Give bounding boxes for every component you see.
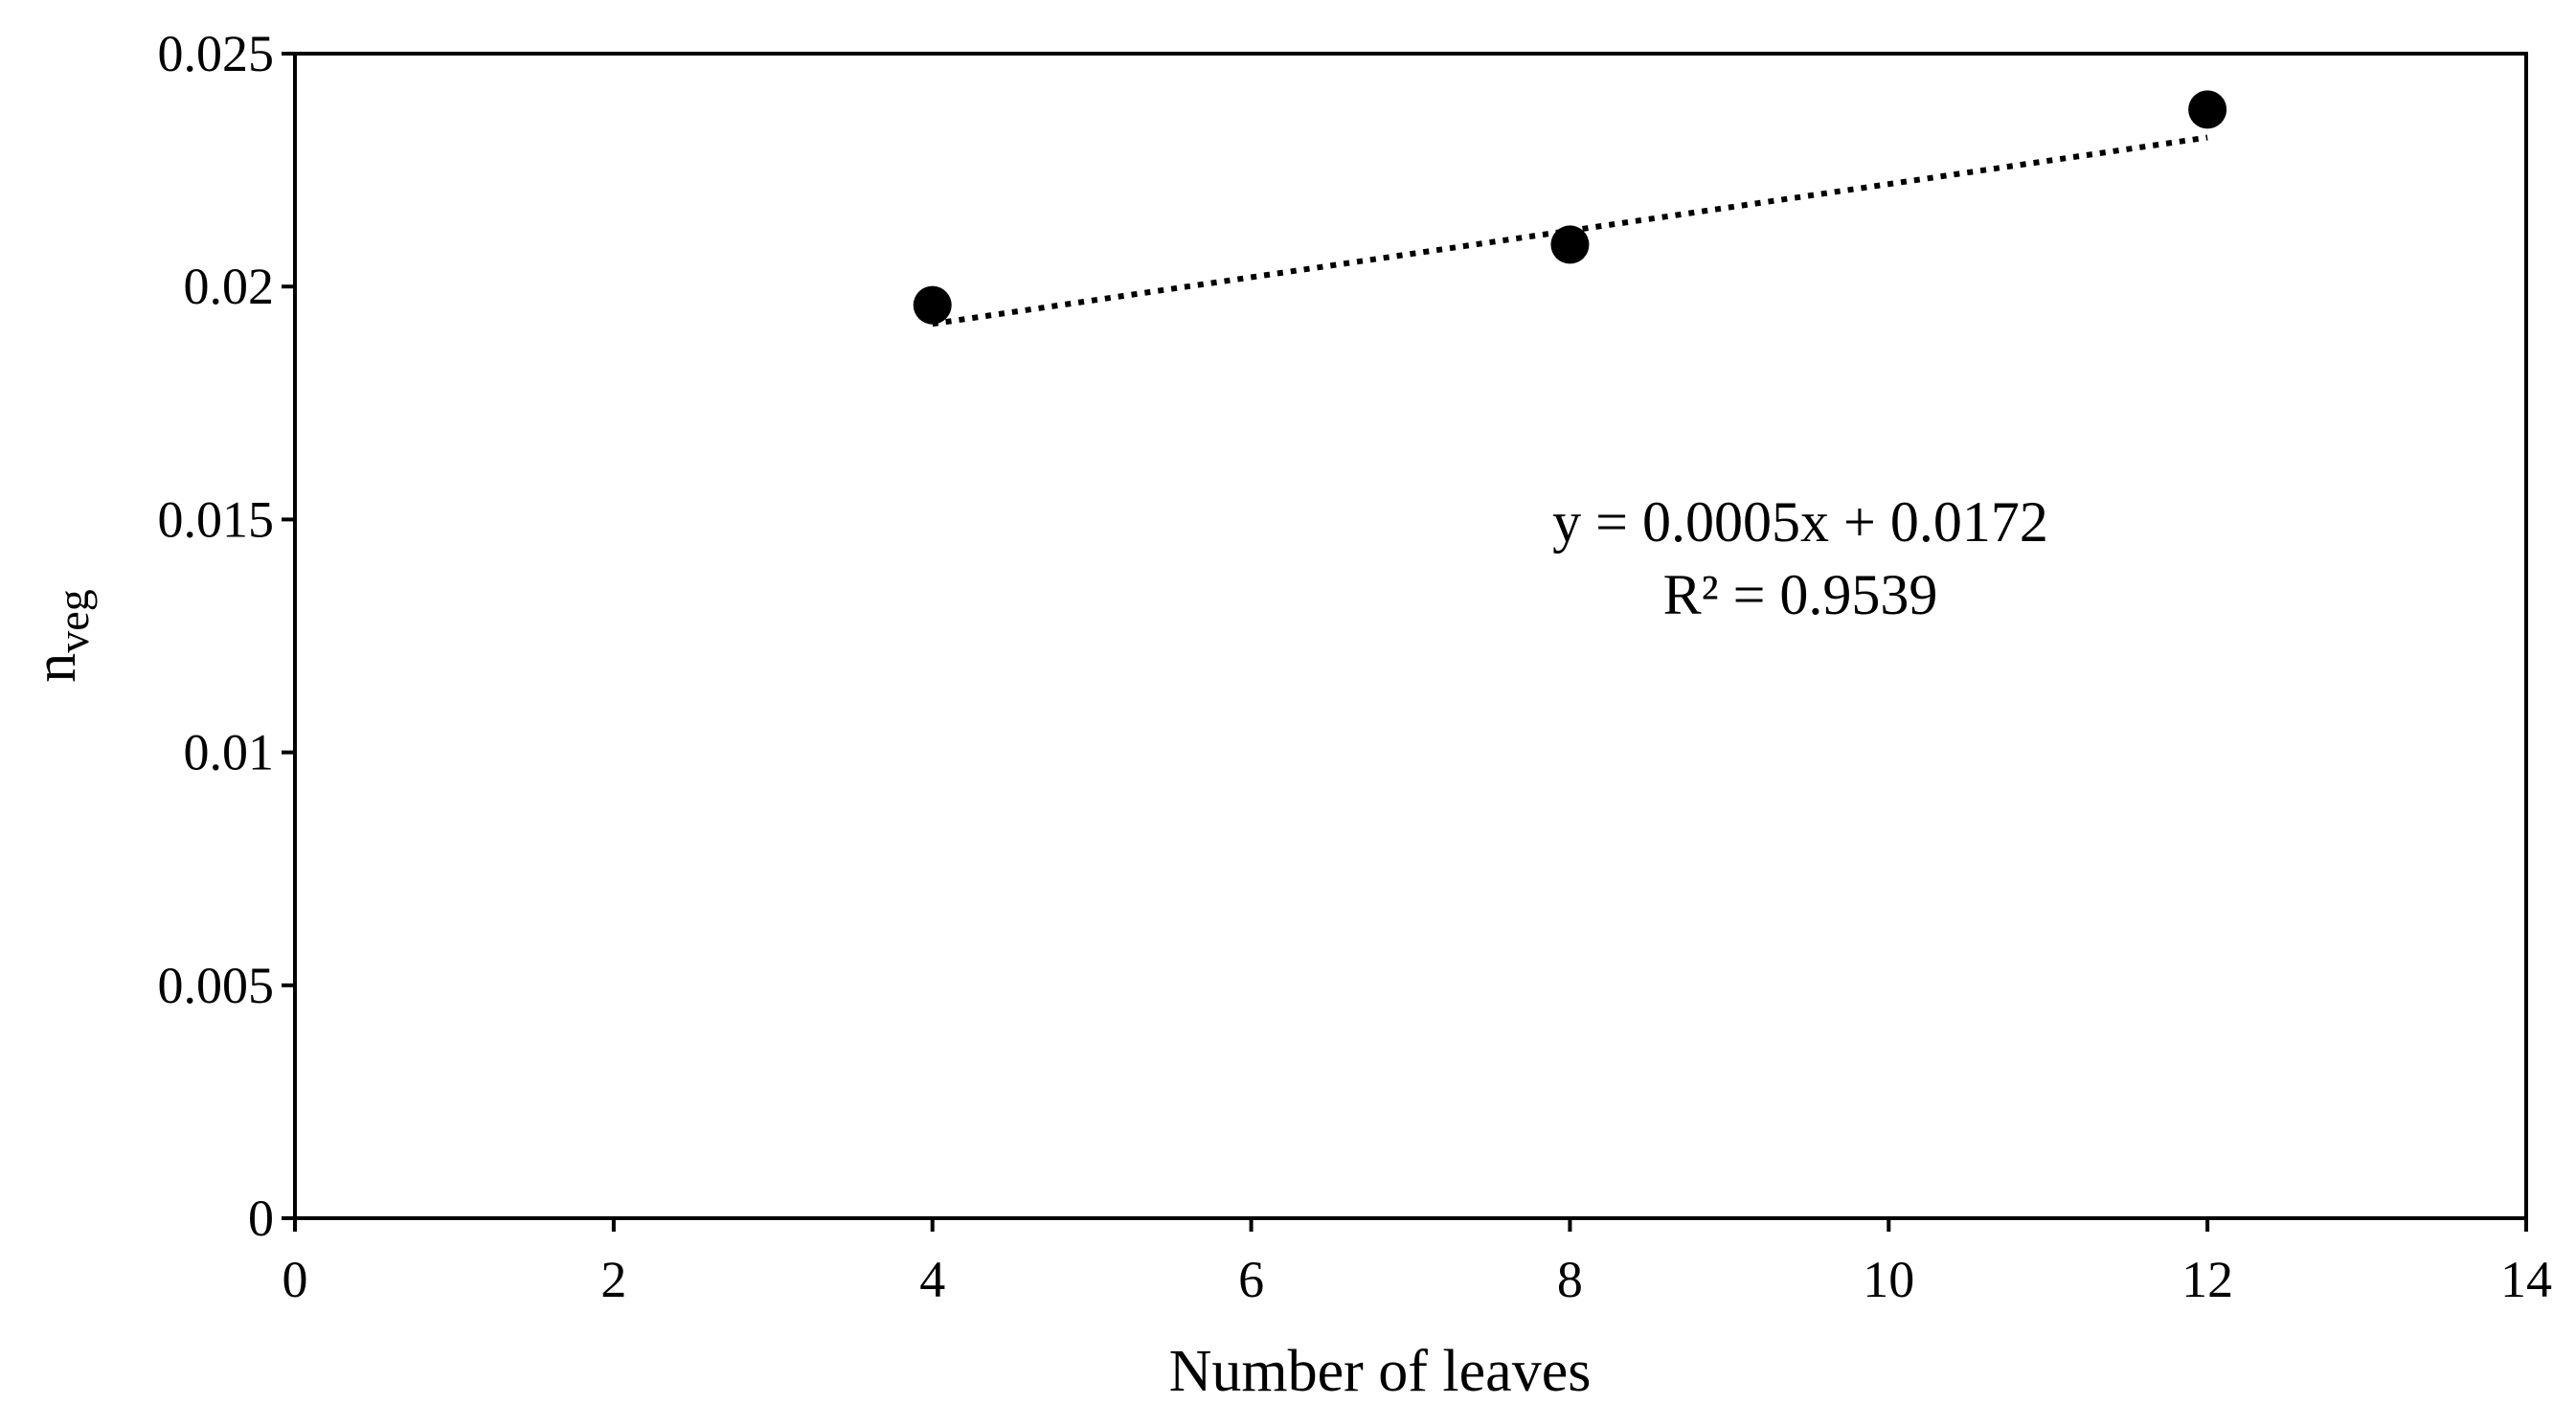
y-tick-label: 0.015 [158, 490, 275, 548]
data-point [1550, 225, 1590, 264]
x-tick-label: 6 [1238, 1251, 1264, 1308]
y-axis-title: nveg [23, 589, 98, 682]
y-axis-title-subscript: veg [49, 589, 98, 652]
data-point [2188, 90, 2227, 129]
x-tick-label: 4 [919, 1251, 945, 1308]
y-tick-label: 0.01 [184, 724, 275, 781]
x-axis-ticks: 0 2 4 6 8 10 12 14 [282, 1218, 2552, 1308]
x-tick-label: 8 [1557, 1251, 1583, 1308]
data-points [913, 90, 2227, 325]
x-axis-title: Number of leaves [1169, 1339, 1592, 1404]
y-axis-title-main: n [23, 653, 88, 683]
y-tick-label: 0.005 [158, 957, 275, 1014]
r-squared-label: R² = 0.9539 [1663, 563, 1938, 626]
trendline-equation: y = 0.0005x + 0.0172 [1552, 490, 2048, 554]
y-axis-ticks: 0 0.005 0.01 0.015 0.02 0.025 [158, 25, 295, 1247]
x-tick-label: 12 [2181, 1251, 2233, 1308]
y-tick-label: 0.02 [184, 258, 275, 315]
y-tick-label: 0.025 [158, 25, 275, 82]
x-tick-label: 10 [1863, 1251, 1914, 1308]
plot-frame [293, 52, 2528, 1220]
x-tick-label: 14 [2500, 1251, 2552, 1308]
y-tick-label: 0 [248, 1189, 274, 1247]
x-tick-label: 0 [282, 1251, 308, 1308]
x-tick-label: 2 [600, 1251, 626, 1308]
data-point [913, 285, 952, 325]
